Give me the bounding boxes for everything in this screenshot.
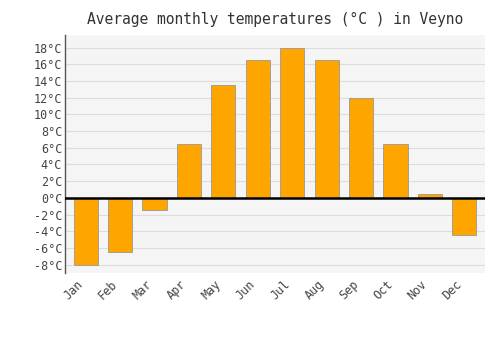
Title: Average monthly temperatures (°C ) in Veyno: Average monthly temperatures (°C ) in Ve… [87, 12, 463, 27]
Bar [349, 98, 373, 198]
Bar [280, 48, 304, 198]
Bar [212, 85, 236, 198]
Bar [246, 60, 270, 198]
Bar [142, 198, 167, 210]
Bar [384, 144, 407, 198]
Bar [452, 198, 476, 236]
Bar [177, 144, 201, 198]
Bar [418, 194, 442, 198]
Bar [74, 198, 98, 265]
Bar [108, 198, 132, 252]
Bar [314, 60, 338, 198]
